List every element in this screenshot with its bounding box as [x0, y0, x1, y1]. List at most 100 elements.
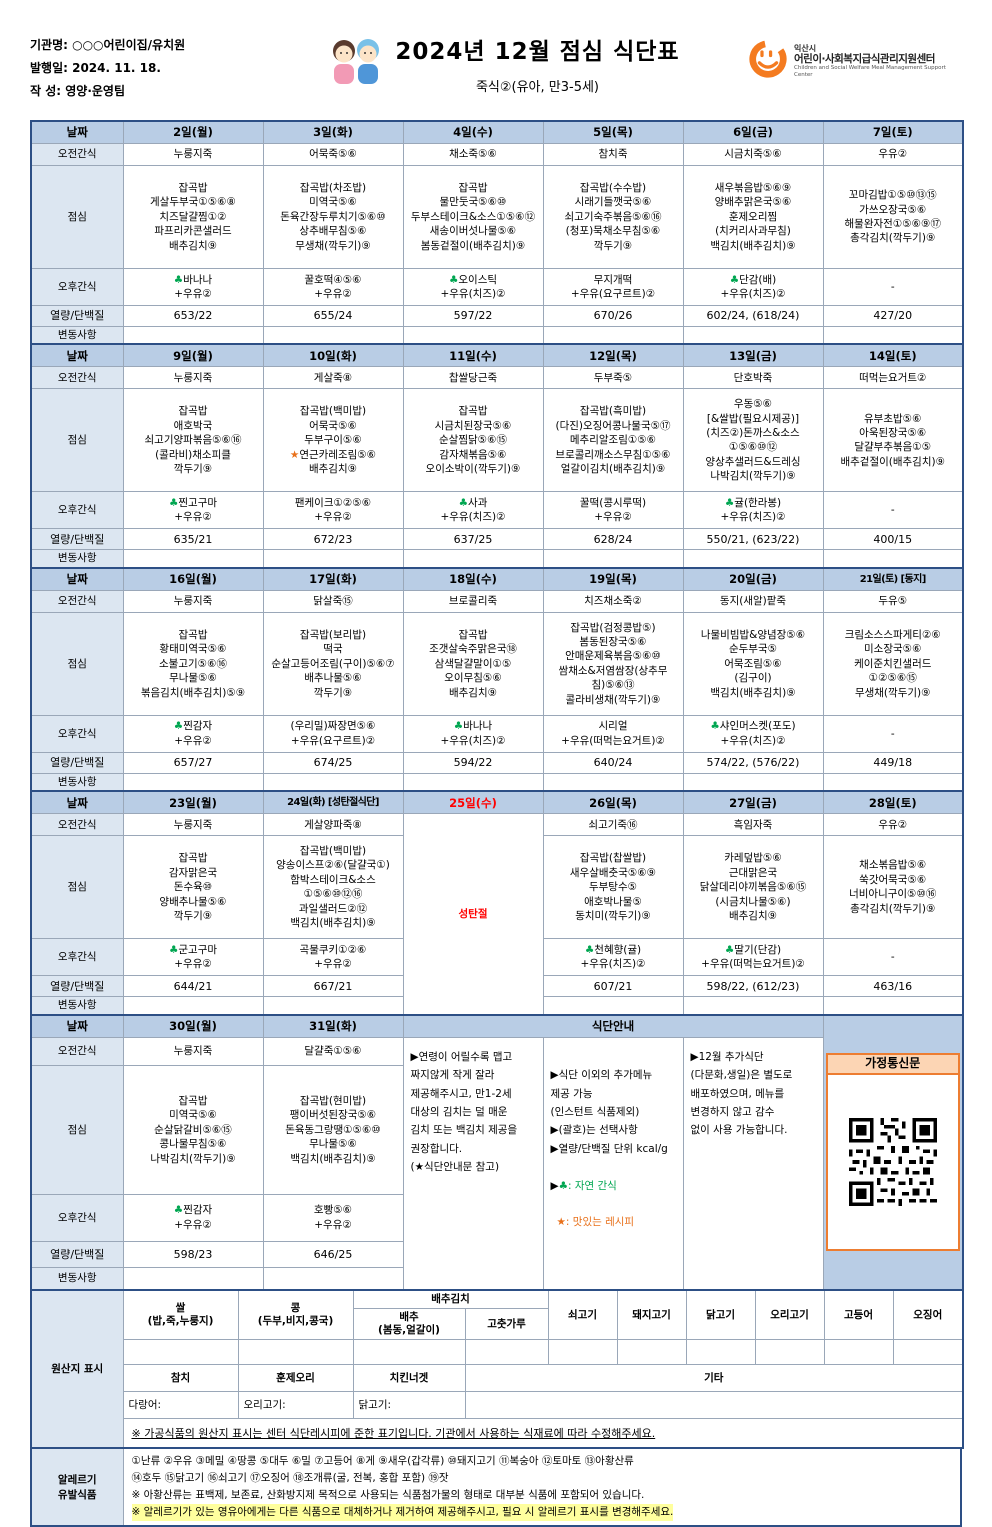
- change-cell: [682, 772, 824, 792]
- origin-value-tuna: 다랑어:: [122, 1391, 239, 1420]
- origin-value-cell: [823, 1339, 894, 1366]
- row-label-date: 날짜: [30, 343, 124, 368]
- row-label-am-snack: 오전간식: [30, 589, 124, 613]
- week-2: 날짜 9일(월) 10일(화) 11일(수) 12일(목) 13일(금) 14일…: [30, 343, 964, 569]
- change-cell: [682, 549, 824, 569]
- week-3: 날짜 16일(월) 17일(화) 18일(수) 19일(목) 20일(금) 21…: [30, 566, 964, 792]
- am-snack-cell: 어묵죽⑤⑥: [262, 143, 404, 166]
- lunch-cell: 크림소스스파게티②⑥ 미소장국⑤⑥ 케이준치킨샐러드 ①②⑤⑥⑮ 무생채(깍두기…: [822, 611, 964, 716]
- day-header: 4일(수): [402, 121, 544, 144]
- am-snack-cell: 동지(새알)팥죽: [682, 589, 824, 613]
- day-header: 19일(목): [542, 566, 684, 591]
- row-label-date: 날짜: [30, 1013, 124, 1038]
- kcal-cell: 597/22: [402, 305, 544, 327]
- day-header: 26일(목): [542, 790, 684, 815]
- origin-header-duck: 오리고기: [754, 1289, 825, 1341]
- row-label-date: 날짜: [30, 121, 124, 144]
- am-snack-cell: 두부죽⑤: [542, 366, 684, 390]
- kcal-cell: 628/24: [542, 528, 684, 551]
- day-header: 30일(월): [122, 1013, 264, 1038]
- kcal-cell: 607/21: [542, 975, 684, 998]
- holiday-cell: 성탄절: [402, 813, 544, 1016]
- row-label-pm-snack: 오후간식: [30, 938, 124, 977]
- origin-value-cell: [754, 1339, 825, 1366]
- guide-title: 식단안내: [402, 1013, 824, 1038]
- am-snack-cell: 두유⑤: [822, 589, 964, 613]
- origin-header-pepper: 고춧가루: [464, 1308, 549, 1341]
- lunch-cell: 나물비빔밥&양념장⑤⑥ 순두부국⑤ 어묵조림⑤⑥ (김구이) 백김치(배추김치)…: [682, 611, 824, 716]
- guide-legend-clover: ▶♣: 자연 간식: [550, 1179, 617, 1192]
- am-snack-cell: 우유②: [822, 813, 964, 837]
- am-snack-cell: 시금치죽⑤⑥: [682, 143, 824, 166]
- day-header: 17일(화): [262, 566, 404, 591]
- origin-header-bean: 콩 (두부,비지,콩국): [237, 1289, 354, 1341]
- lunch-cell: 잡곡밥(백미밥) 양송이스프②⑥(달걀국①) 함박스테이크&소스 ①⑤⑥⑩⑫⑯ …: [262, 835, 404, 940]
- pm-snack-cell: (우리밀)짜장면⑤⑥ +우유(요구르트)②: [262, 714, 404, 753]
- lunch-cell: 잡곡밥 물만둣국⑤⑥⑩ 두부스테이크&소스①⑤⑥⑫ 새송이버섯나물⑤⑥ 봄동겉절…: [402, 165, 544, 269]
- row-label-lunch: 점심: [30, 835, 124, 940]
- guide-note-3: ▶12월 추가식단 (다문화,생일)은 별도로 배포하였으며, 메뉴를 변경하지…: [682, 1038, 823, 1290]
- origin-header-chicken: 닭고기: [685, 1289, 756, 1341]
- row-label-am-snack: 오전간식: [30, 143, 124, 166]
- change-cell: [822, 996, 964, 1016]
- origin-value-cell: [547, 1339, 618, 1366]
- change-cell: [262, 996, 404, 1016]
- lunch-cell: 채소볶음밥⑤⑥ 쑥갓어묵국⑤⑥ 너비아니구이⑤⑩⑯ 총각김치(깍두기)⑨: [822, 835, 964, 940]
- day-header: 28일(토): [822, 790, 964, 815]
- change-cell: [402, 772, 544, 792]
- am-snack-cell: 브로콜리죽: [402, 589, 544, 613]
- change-cell: [122, 1266, 264, 1291]
- day-header: 27일(금): [682, 790, 824, 815]
- kcal-cell: 574/22, (576/22): [682, 751, 824, 774]
- change-cell: [262, 326, 404, 345]
- am-snack-cell: 누룽지죽: [122, 143, 264, 166]
- logo-city: 익산시: [794, 44, 817, 54]
- change-cell: [542, 996, 684, 1016]
- pm-snack-cell: ♣단감(배) +우유(치즈)②: [682, 268, 824, 306]
- day-header: 11일(수): [402, 343, 544, 368]
- title-block: 2024년 12월 점심 식단표 죽식②(유아, 만3-5세): [260, 28, 747, 95]
- kcal-cell: 635/21: [122, 528, 264, 551]
- pm-snack-cell: 호빵⑤⑥ +우유②: [262, 1194, 404, 1242]
- row-label-pm-snack: 오후간식: [30, 268, 124, 306]
- pm-snack-cell: ♣찐고구마 +우유②: [122, 491, 264, 530]
- origin-value-cell: [237, 1339, 354, 1366]
- am-snack-cell: 채소죽⑤⑥: [402, 143, 544, 166]
- am-snack-cell: 흑임자죽: [682, 813, 824, 837]
- change-cell: [262, 772, 404, 792]
- lunch-cell: 잡곡밥(현미밥) 팽이버섯된장국⑤⑥ 돈육동그랑땡①⑤⑥⑩ 무나물⑤⑥ 백김치(…: [262, 1064, 404, 1196]
- day-header: 18일(수): [402, 566, 544, 591]
- row-label-change: 변동사항: [30, 772, 124, 792]
- day-header: 7일(토): [822, 121, 964, 144]
- origin-header-cabbage: 배추 (봄동,얼갈이): [352, 1308, 466, 1341]
- origin-header-nugget: 치킨너겟: [352, 1364, 466, 1393]
- pm-snack-cell: 꿀떡(콩시루떡) +우유②: [542, 491, 684, 530]
- row-label-am-snack: 오전간식: [30, 813, 124, 837]
- pm-snack-cell: ♣귤(한라봉) +우유(치즈)②: [682, 491, 824, 530]
- pm-snack-cell: ♣천혜향(귤) +우유(치즈)②: [542, 938, 684, 977]
- row-label-kcal: 열량/단백질: [30, 528, 124, 551]
- pm-snack-cell: ♣바나나 +우유②: [122, 268, 264, 306]
- pm-snack-cell: ♣찐감자 +우유②: [122, 1194, 264, 1242]
- origin-header-pork: 돼지고기: [616, 1289, 687, 1341]
- day-header: 10일(화): [262, 343, 404, 368]
- am-snack-cell: 누룽지죽: [122, 813, 264, 837]
- origin-header-rice: 쌀 (밥,죽,누룽지): [122, 1289, 239, 1341]
- allergy-list-2: ⑭호두 ⑮닭고기 ⑯쇠고기 ⑰오징어 ⑱조개류(굴, 전복, 홍합 포함) ⑲잣: [131, 1472, 449, 1485]
- origin-value-cell: [122, 1339, 239, 1366]
- lunch-cell: 잡곡밥(차조밥) 미역국⑤⑥ 돈육간장두루치기⑤⑥⑩ 상추배무침⑤⑥ 무생채(깍…: [262, 165, 404, 269]
- change-cell: [122, 772, 264, 792]
- change-cell: [682, 326, 824, 345]
- change-cell: [542, 772, 684, 792]
- kcal-cell: 463/16: [822, 975, 964, 998]
- smiley-logo-icon: [747, 38, 789, 84]
- row-label-change: 변동사항: [30, 326, 124, 345]
- change-cell: [402, 326, 544, 345]
- pm-snack-cell: 시리얼 +우유(떠먹는요거트)②: [542, 714, 684, 753]
- am-snack-cell: 달걀죽①⑤⑥: [262, 1036, 404, 1066]
- row-label-lunch: 점심: [30, 388, 124, 493]
- row-label-kcal: 열량/단백질: [30, 975, 124, 998]
- am-snack-cell: 단호박죽: [682, 366, 824, 390]
- kcal-cell: 598/23: [122, 1240, 264, 1268]
- row-label-pm-snack: 오후간식: [30, 1194, 124, 1242]
